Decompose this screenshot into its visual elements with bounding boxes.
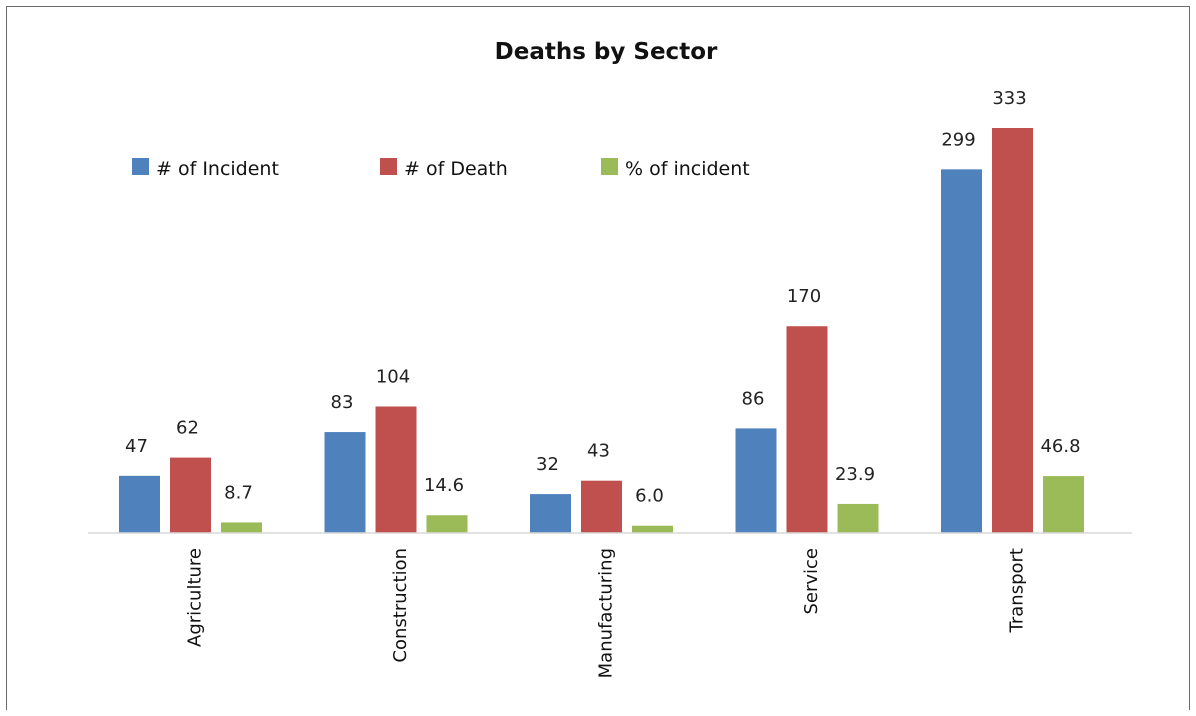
bar-agriculture-series-1: [170, 457, 211, 533]
legend-label: # of Incident: [156, 158, 279, 180]
data-label: 299: [941, 129, 975, 150]
data-label: 23.9: [835, 464, 875, 485]
data-label: 86: [742, 388, 765, 409]
bar-manufacturing-series-2: [632, 525, 673, 533]
category-labels: Agriculture Construction Manufacturing Serv…: [185, 548, 1028, 678]
category-label: Service: [801, 548, 822, 615]
bar-service-series-2: [837, 503, 879, 533]
data-label: 62: [176, 418, 199, 439]
data-label: 46.8: [1040, 436, 1080, 457]
bar-service-series-0: [735, 428, 777, 533]
bar-agriculture-series-2: [221, 522, 262, 533]
category-label: Manufacturing: [596, 548, 617, 678]
bars: 47 62 8.7 83 104 14.6 32 43 6.0 86 170 23.9 299 333 46…: [119, 88, 1084, 533]
data-label: 83: [331, 392, 354, 413]
data-label: 8.7: [224, 482, 253, 503]
category-label: Transport: [1007, 548, 1028, 633]
bar-service-series-1: [786, 326, 828, 533]
bar-agriculture-series-0: [119, 475, 160, 533]
bar-construction-series-1: [375, 406, 417, 533]
bar-transport-series-2: [1043, 476, 1084, 533]
bar-transport-series-0: [941, 169, 982, 533]
data-label: 14.6: [424, 475, 464, 496]
category-label: Agriculture: [185, 548, 206, 647]
bar-construction-series-2: [426, 515, 468, 533]
chart-title: Deaths by Sector: [495, 39, 718, 65]
bar-manufacturing-series-0: [530, 494, 571, 533]
legend-swatch: [132, 158, 149, 175]
data-label: 6.0: [635, 486, 664, 507]
data-label: 170: [787, 286, 821, 307]
data-label: 104: [376, 367, 410, 388]
bar-manufacturing-series-1: [581, 480, 622, 533]
legend-swatch: [380, 158, 397, 175]
legend-label: % of incident: [625, 158, 750, 180]
data-label: 333: [992, 88, 1026, 109]
legend-label: # of Death: [404, 158, 508, 180]
data-label: 47: [125, 436, 148, 457]
bar-transport-series-1: [992, 128, 1033, 533]
legend: # of Incident # of Death % of incident: [132, 158, 750, 180]
bar-construction-series-0: [324, 432, 366, 533]
data-label: 43: [587, 441, 610, 462]
legend-swatch: [601, 158, 618, 175]
data-label: 32: [536, 454, 559, 475]
category-label: Construction: [390, 548, 411, 663]
